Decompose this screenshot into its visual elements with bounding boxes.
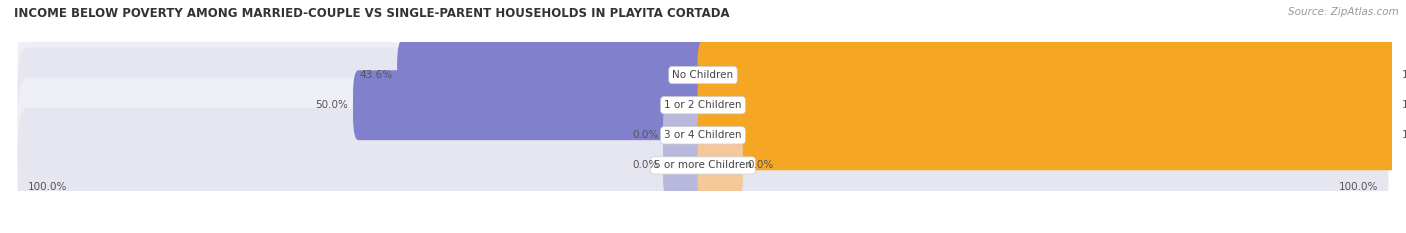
FancyBboxPatch shape [664, 100, 709, 170]
Text: 3 or 4 Children: 3 or 4 Children [664, 130, 742, 140]
Text: 0.0%: 0.0% [631, 130, 658, 140]
Text: No Children: No Children [672, 70, 734, 80]
Text: 0.0%: 0.0% [631, 161, 658, 171]
Text: 100.0%: 100.0% [1402, 100, 1406, 110]
Text: 100.0%: 100.0% [1339, 182, 1378, 192]
FancyBboxPatch shape [697, 130, 742, 200]
FancyBboxPatch shape [17, 78, 1389, 193]
FancyBboxPatch shape [396, 40, 709, 110]
Text: 0.0%: 0.0% [748, 161, 775, 171]
Text: 50.0%: 50.0% [315, 100, 349, 110]
Text: Source: ZipAtlas.com: Source: ZipAtlas.com [1288, 7, 1399, 17]
FancyBboxPatch shape [664, 130, 709, 200]
Text: 43.6%: 43.6% [359, 70, 392, 80]
FancyBboxPatch shape [697, 40, 1398, 110]
Text: 100.0%: 100.0% [1402, 70, 1406, 80]
Text: INCOME BELOW POVERTY AMONG MARRIED-COUPLE VS SINGLE-PARENT HOUSEHOLDS IN PLAYITA: INCOME BELOW POVERTY AMONG MARRIED-COUPL… [14, 7, 730, 20]
Text: 100.0%: 100.0% [28, 182, 67, 192]
FancyBboxPatch shape [17, 108, 1389, 223]
FancyBboxPatch shape [353, 70, 709, 140]
FancyBboxPatch shape [17, 17, 1389, 133]
Text: 100.0%: 100.0% [1402, 130, 1406, 140]
Text: 1 or 2 Children: 1 or 2 Children [664, 100, 742, 110]
Text: 5 or more Children: 5 or more Children [654, 161, 752, 171]
FancyBboxPatch shape [697, 100, 1398, 170]
FancyBboxPatch shape [17, 47, 1389, 163]
FancyBboxPatch shape [697, 70, 1398, 140]
